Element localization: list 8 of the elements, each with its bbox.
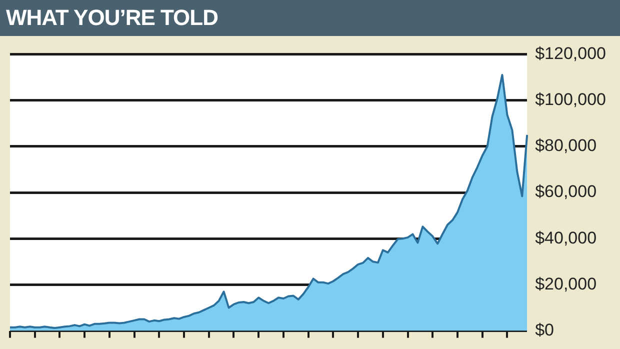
y-tick-label: $40,000	[535, 228, 597, 248]
chart-title: WHAT YOU’RE TOLD	[0, 0, 620, 36]
y-tick-label: $80,000	[535, 136, 597, 156]
y-tick-label: $20,000	[535, 274, 597, 294]
y-tick-label: $0	[535, 320, 554, 340]
y-tick-label: $100,000	[535, 90, 606, 109]
y-tick-label: $120,000	[535, 44, 606, 63]
y-tick-label: $60,000	[535, 182, 597, 202]
